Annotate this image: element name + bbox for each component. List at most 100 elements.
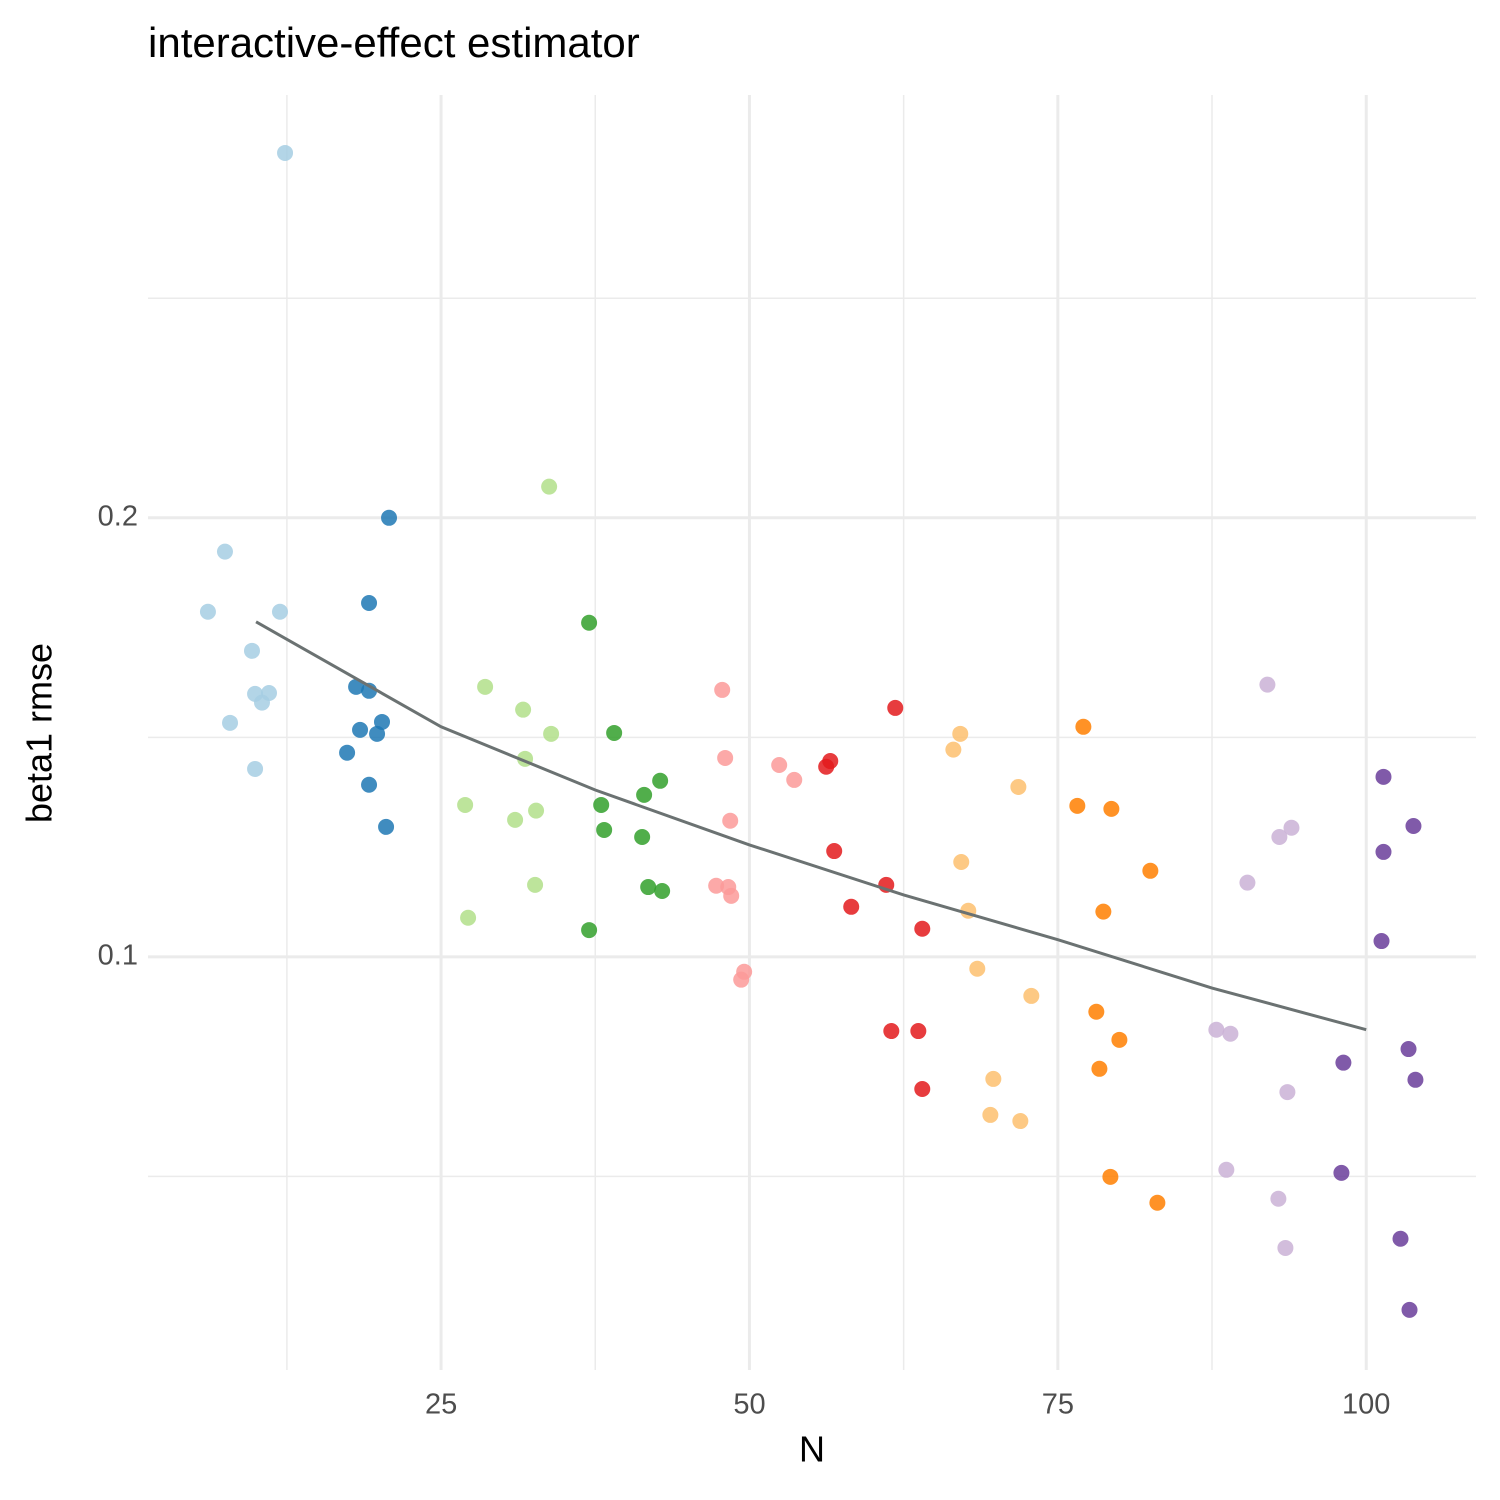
chart-title: interactive-effect estimator xyxy=(148,19,640,66)
point xyxy=(271,603,288,620)
point xyxy=(348,678,365,695)
point xyxy=(1401,1301,1418,1318)
point xyxy=(969,960,986,977)
point xyxy=(543,725,560,742)
point xyxy=(786,771,803,788)
point xyxy=(361,776,378,793)
point xyxy=(722,812,739,829)
point xyxy=(1069,797,1086,814)
point xyxy=(596,821,613,838)
point xyxy=(714,681,731,698)
point xyxy=(1375,843,1392,860)
point xyxy=(1088,1003,1105,1020)
point xyxy=(771,756,788,773)
y-tick-label: 0.1 xyxy=(98,940,138,972)
point xyxy=(1375,768,1392,785)
point xyxy=(1335,1054,1352,1071)
point xyxy=(581,614,598,631)
point xyxy=(1283,819,1300,836)
point xyxy=(1333,1164,1350,1181)
point xyxy=(199,603,216,620)
point xyxy=(507,811,524,828)
point xyxy=(652,772,669,789)
point xyxy=(1270,1190,1287,1207)
point xyxy=(818,758,835,775)
x-axis-title: N xyxy=(799,1429,825,1470)
point xyxy=(1407,1071,1424,1088)
point xyxy=(640,879,657,896)
point xyxy=(1095,903,1112,920)
point xyxy=(953,854,970,871)
point xyxy=(457,796,474,813)
point xyxy=(1271,828,1288,845)
point xyxy=(541,478,558,495)
point xyxy=(222,714,239,731)
point xyxy=(1023,987,1040,1004)
point xyxy=(717,749,734,766)
point xyxy=(1373,933,1390,950)
x-tick-label: 100 xyxy=(1342,1389,1390,1421)
y-tick-label: 0.2 xyxy=(98,500,138,532)
point xyxy=(914,1081,931,1098)
point xyxy=(527,876,544,893)
point xyxy=(1149,1194,1166,1211)
point xyxy=(253,694,270,711)
point xyxy=(515,701,532,718)
point xyxy=(1091,1060,1108,1077)
point xyxy=(339,744,356,761)
point xyxy=(378,818,395,835)
point xyxy=(985,1070,1002,1087)
point xyxy=(381,509,398,526)
point xyxy=(883,1023,900,1040)
point xyxy=(733,971,750,988)
point xyxy=(654,882,671,899)
point xyxy=(1400,1041,1417,1058)
point xyxy=(247,760,264,777)
point xyxy=(277,144,294,161)
point xyxy=(1142,862,1159,879)
point xyxy=(1103,800,1120,817)
point xyxy=(216,543,233,560)
point xyxy=(1012,1113,1029,1130)
point xyxy=(1010,778,1027,795)
point xyxy=(369,725,386,742)
point xyxy=(361,594,378,611)
point xyxy=(982,1106,999,1123)
y-axis-title: beta1 rmse xyxy=(19,643,60,823)
point xyxy=(1392,1230,1409,1247)
point xyxy=(952,725,969,742)
x-tick-label: 75 xyxy=(1042,1389,1074,1421)
point xyxy=(723,887,740,904)
point xyxy=(352,721,369,738)
point xyxy=(887,699,904,716)
point xyxy=(636,786,653,803)
point xyxy=(843,898,860,915)
point xyxy=(477,678,494,695)
point xyxy=(1277,1239,1294,1256)
point xyxy=(826,843,843,860)
point xyxy=(708,877,725,894)
point xyxy=(1208,1021,1225,1038)
point xyxy=(581,922,598,939)
point xyxy=(1218,1161,1235,1178)
point xyxy=(1279,1084,1296,1101)
point xyxy=(593,796,610,813)
point xyxy=(528,802,545,819)
point xyxy=(460,909,477,926)
fit-line xyxy=(255,620,1367,1032)
point xyxy=(1259,676,1276,693)
point xyxy=(945,741,962,758)
point xyxy=(1102,1168,1119,1185)
point xyxy=(1239,874,1256,891)
point xyxy=(910,1023,927,1040)
x-tick-label: 25 xyxy=(425,1389,457,1421)
point xyxy=(1405,818,1422,835)
point xyxy=(914,920,931,937)
x-tick-label: 50 xyxy=(733,1389,765,1421)
point xyxy=(1222,1025,1239,1042)
point xyxy=(1075,718,1092,735)
point xyxy=(243,642,260,659)
point xyxy=(634,828,651,845)
point xyxy=(1111,1031,1128,1048)
